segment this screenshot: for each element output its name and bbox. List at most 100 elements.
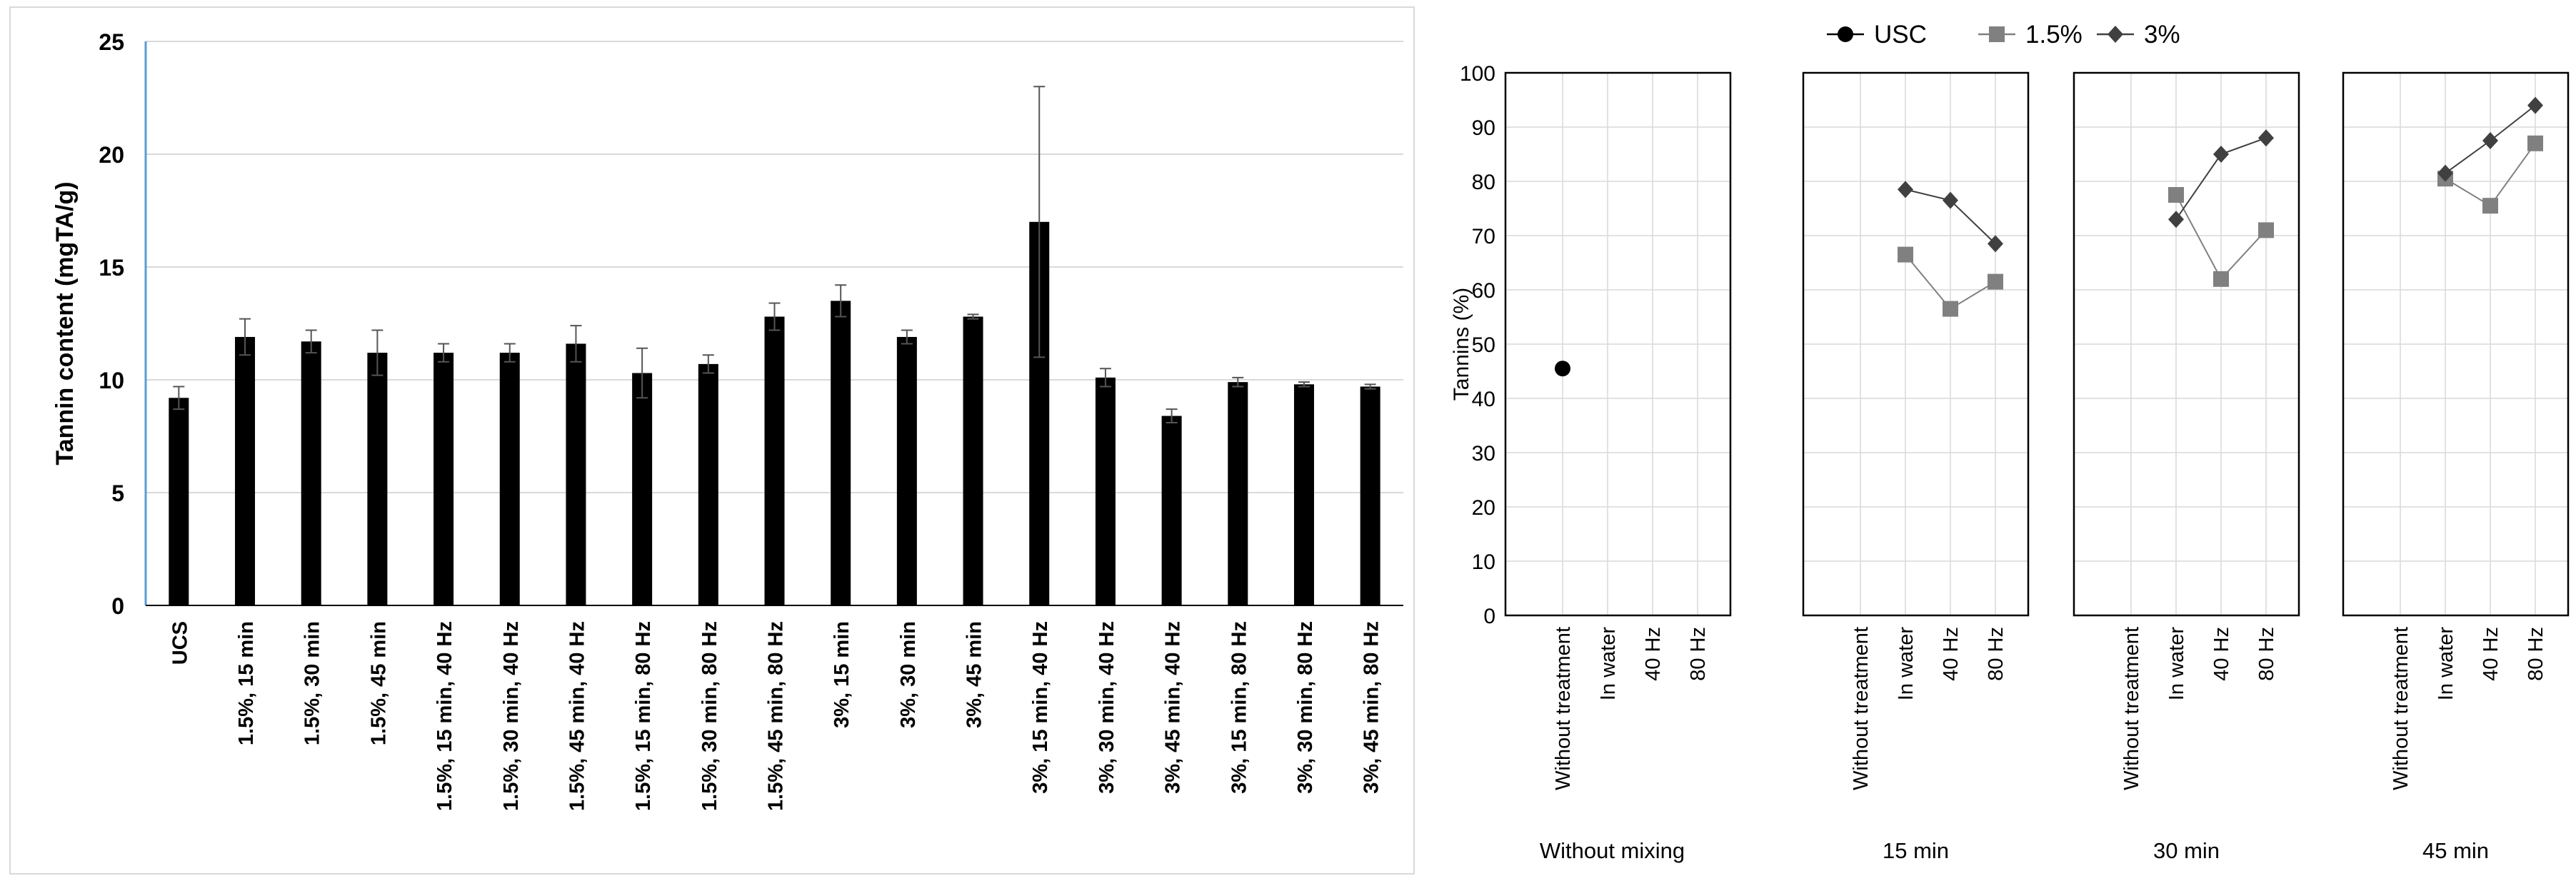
panel-frame	[2073, 71, 2300, 617]
bar-x-tick-label: 3%, 15 min	[831, 621, 853, 728]
marker-point	[1555, 361, 1570, 377]
bar	[896, 336, 917, 605]
panels: Without treatment In water 40 Hz 80 Hz Witho…	[1504, 71, 2570, 863]
panel-x-tick-label: 80 Hz	[2525, 627, 2547, 681]
bar-series	[169, 221, 1380, 605]
bar-x-tick-label: 1.5%, 30 min, 40 Hz	[500, 621, 523, 811]
bar-x-tick-label: 1.5%, 45 min	[367, 621, 390, 745]
bar	[1293, 384, 1314, 605]
marker-point	[2258, 222, 2274, 238]
legend-item: 3%	[2097, 21, 2180, 49]
panel-frame	[1802, 71, 2030, 617]
panel-x-tick-label: Without treatment	[2390, 627, 2412, 790]
bar	[169, 398, 189, 605]
panel-x-tick-label: In water	[1895, 627, 1918, 700]
panel-x-tick-label: Without treatment	[2120, 627, 2143, 790]
bar	[1161, 416, 1182, 605]
legend-label: USC	[1874, 21, 1927, 49]
marker-point	[1988, 235, 2003, 253]
marker-point	[1989, 26, 2005, 42]
marker-point	[2108, 26, 2123, 43]
bar-x-tick-label: 1.5%, 30 min	[301, 621, 324, 745]
bar-x-tick-label: 3%, 45 min, 40 Hz	[1162, 621, 1185, 794]
legend-label: 1.5%	[2025, 21, 2083, 49]
panel-x-tick-label: 40 Hz	[1940, 627, 1963, 681]
panel-x-tick-label: 40 Hz	[2480, 627, 2502, 681]
bar-x-tick-label: 3%, 30 min, 40 Hz	[1096, 621, 1118, 794]
panel: Without treatment In water 40 Hz 80 Hz Witho…	[1504, 71, 1732, 863]
panel-y-tick-label: 80	[1472, 171, 1495, 194]
bar	[499, 353, 520, 605]
panel-x-tick-label: In water	[2165, 627, 2188, 700]
panel-y-tick-labels: 0 10 20 30 40 50 60 70 80 90 100	[1460, 62, 1495, 628]
panel-x-tick-label: 80 Hz	[1985, 627, 2008, 681]
bar-y-tick-label: 25	[99, 29, 124, 55]
panel-y-tick-label: 10	[1472, 550, 1495, 574]
panel-x-tick-label: 40 Hz	[1642, 627, 1665, 681]
panel-y-tick-label: 20	[1472, 496, 1495, 520]
panel-y-tick-label: 60	[1472, 279, 1495, 303]
bar-x-tick-labels: UCS 1.5%, 15 min 1.5%, 30 min 1.5%, 45 min 1…	[169, 621, 1383, 811]
marker-point	[2213, 271, 2229, 287]
panel-y-tick-label: 70	[1472, 225, 1495, 248]
marker-point	[1898, 246, 1913, 263]
legend-label: 3%	[2144, 21, 2180, 49]
bar	[963, 316, 983, 605]
marker-point	[2258, 129, 2274, 147]
marker-point	[2482, 198, 2498, 214]
panel-x-tick-label: 40 Hz	[2210, 627, 2233, 681]
bar-x-tick-label: 3%, 30 min	[897, 621, 920, 728]
bar-y-tick-label: 15	[99, 255, 124, 281]
bar-x-tick-label: 1.5%, 15 min, 40 Hz	[433, 621, 456, 811]
bar-y-tick-label: 20	[99, 142, 124, 168]
legend-item: USC	[1827, 21, 1927, 49]
bar	[433, 353, 454, 605]
bar	[301, 341, 321, 605]
bar	[1095, 377, 1116, 605]
panel: Without treatment In water 40 Hz 80 Hz 45 mi…	[2342, 71, 2570, 863]
bar	[698, 363, 718, 605]
bar	[566, 343, 586, 605]
legend: USC 1.5% 3%	[1827, 21, 2180, 49]
marker-point	[1838, 26, 1853, 42]
panel-frame	[1504, 71, 1732, 617]
bar-gridlines	[146, 41, 1403, 493]
bar-error-bars	[173, 86, 1376, 424]
panel-chart: USC 1.5% 3% Tannins (%) 0 10 20 30 40 50 60 70 80 9…	[1450, 21, 2570, 863]
bar-x-tick-label: UCS	[169, 621, 191, 665]
bar	[764, 316, 785, 605]
bar	[367, 353, 388, 605]
marker-point	[2482, 132, 2498, 149]
bar-y-tick-label: 0	[111, 593, 124, 619]
marker-point	[2527, 96, 2543, 114]
legend-item: 1.5%	[1978, 21, 2083, 49]
bar-x-tick-label: 3%, 30 min, 80 Hz	[1294, 621, 1317, 794]
panel-y-tick-label: 30	[1472, 442, 1495, 465]
marker-point	[2437, 164, 2453, 182]
marker-point	[2213, 146, 2229, 163]
panel-y-tick-label: 90	[1472, 116, 1495, 140]
panel-label: 45 min	[2422, 838, 2489, 863]
bar-y-axis-label: Tannin content (mgTA/g)	[51, 181, 79, 465]
panel-frame	[2342, 71, 2570, 617]
bar-x-tick-label: 1.5%, 45 min, 80 Hz	[765, 621, 788, 811]
bar	[1360, 386, 1380, 605]
bar-y-tick-label: 5	[111, 480, 124, 506]
marker-point	[1943, 191, 1958, 209]
panel: Without treatment In water 40 Hz 80 Hz 30 mi…	[2073, 71, 2300, 863]
panel-y-tick-label: 50	[1472, 333, 1495, 357]
bar-y-tick-label: 10	[99, 368, 124, 393]
bar-x-tick-label: 3%, 15 min, 80 Hz	[1228, 621, 1251, 794]
marker-point	[1943, 301, 1958, 317]
bar	[632, 373, 653, 605]
panel-x-tick-label: 80 Hz	[2255, 627, 2278, 681]
bar-x-tick-label: 3%, 45 min, 80 Hz	[1360, 621, 1383, 794]
marker-point	[1988, 273, 2003, 290]
marker-point	[2168, 211, 2184, 228]
bar-x-tick-label: 1.5%, 15 min	[235, 621, 258, 745]
bar-x-tick-label: 1.5%, 15 min, 80 Hz	[632, 621, 655, 811]
bar-x-tick-label: 1.5%, 45 min, 40 Hz	[566, 621, 588, 811]
marker-point	[2168, 187, 2184, 203]
panel-x-tick-label: In water	[1597, 627, 1620, 700]
